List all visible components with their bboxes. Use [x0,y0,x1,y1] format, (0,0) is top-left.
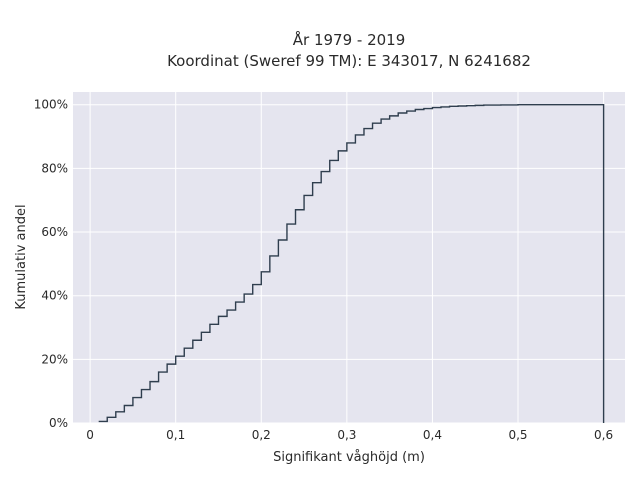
x-axis-ticks: 0 0,1 0,2 0,3 0,4 0,5 0,6 [86,428,613,442]
x-tick-label: 0,1 [166,428,185,442]
y-axis-ticks: 0% 20% 40% 60% 80% 100% [34,98,68,430]
x-axis-label: Signifikant våghöjd (m) [273,450,425,465]
chart-title-line2: Koordinat (Sweref 99 TM): E 343017, N 62… [167,52,531,70]
y-tick-label: 20% [41,352,68,366]
chart-title-line1: År 1979 - 2019 [293,30,406,49]
x-tick-label: 0,4 [423,428,442,442]
x-tick-label: 0,6 [594,428,613,442]
y-axis-label: Kumulativ andel [14,204,29,309]
x-tick-label: 0,2 [252,428,271,442]
x-tick-label: 0,3 [337,428,356,442]
y-tick-label: 40% [41,289,68,303]
y-tick-label: 0% [49,416,68,430]
x-tick-label: 0 [86,428,94,442]
y-tick-label: 60% [41,225,68,239]
y-tick-label: 80% [41,161,68,175]
x-tick-label: 0,5 [508,428,527,442]
y-tick-label: 100% [34,98,68,112]
plot-area [73,92,625,423]
series-step-line [98,104,605,423]
